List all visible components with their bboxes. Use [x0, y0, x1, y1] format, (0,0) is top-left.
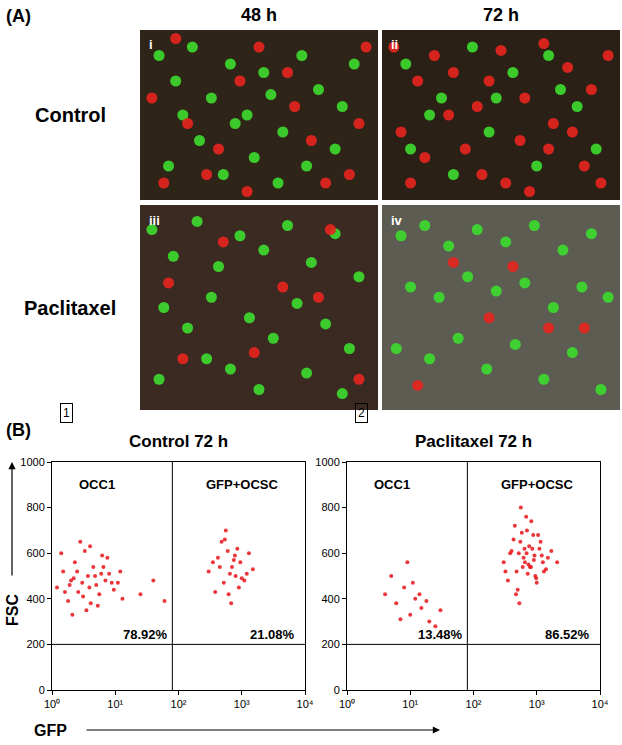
svg-text:GFP+OCSC: GFP+OCSC [501, 477, 573, 492]
svg-text:10⁴: 10⁴ [297, 698, 314, 710]
svg-text:1: 1 [63, 406, 70, 420]
svg-text:400: 400 [321, 593, 339, 605]
svg-text:10¹: 10¹ [107, 698, 123, 710]
svg-text:10¹: 10¹ [402, 698, 418, 710]
svg-text:1000: 1000 [315, 456, 339, 468]
svg-text:Control 72 h: Control 72 h [129, 432, 228, 451]
svg-text:10⁰: 10⁰ [44, 698, 60, 710]
svg-text:10⁰: 10⁰ [339, 698, 355, 710]
svg-text:400: 400 [26, 593, 44, 605]
svg-text:800: 800 [321, 501, 339, 513]
svg-text:0: 0 [39, 684, 45, 696]
svg-text:10³: 10³ [234, 698, 250, 710]
svg-text:13.48%: 13.48% [418, 627, 463, 642]
svg-text:78.92%: 78.92% [123, 627, 168, 642]
svg-text:10²: 10² [466, 698, 482, 710]
svg-text:ii: ii [391, 37, 398, 52]
svg-text:iv: iv [391, 213, 403, 228]
svg-text:GFP+OCSC: GFP+OCSC [206, 477, 278, 492]
svg-text:FSC: FSC [4, 594, 21, 626]
svg-text:Control: Control [35, 104, 106, 126]
svg-text:Paclitaxel 72 h: Paclitaxel 72 h [415, 432, 532, 451]
svg-text:(B): (B) [6, 420, 31, 440]
svg-text:i: i [149, 37, 153, 52]
svg-text:iii: iii [149, 213, 160, 228]
svg-text:0: 0 [334, 684, 340, 696]
svg-text:GFP: GFP [34, 722, 67, 739]
svg-text:2: 2 [358, 406, 365, 420]
svg-text:Paclitaxel: Paclitaxel [24, 297, 116, 319]
svg-text:600: 600 [321, 547, 339, 559]
svg-text:21.08%: 21.08% [250, 627, 295, 642]
svg-text:(A): (A) [6, 6, 31, 26]
svg-text:200: 200 [321, 638, 339, 650]
svg-text:10³: 10³ [529, 698, 545, 710]
svg-text:OCC1: OCC1 [79, 477, 115, 492]
svg-text:86.52%: 86.52% [545, 627, 590, 642]
svg-text:10²: 10² [171, 698, 187, 710]
svg-text:600: 600 [26, 547, 44, 559]
svg-text:800: 800 [26, 501, 44, 513]
svg-text:200: 200 [26, 638, 44, 650]
svg-text:OCC1: OCC1 [374, 477, 410, 492]
svg-text:72 h: 72 h [483, 5, 519, 25]
svg-text:48 h: 48 h [241, 5, 277, 25]
svg-text:10⁴: 10⁴ [592, 698, 609, 710]
svg-text:1000: 1000 [20, 456, 44, 468]
